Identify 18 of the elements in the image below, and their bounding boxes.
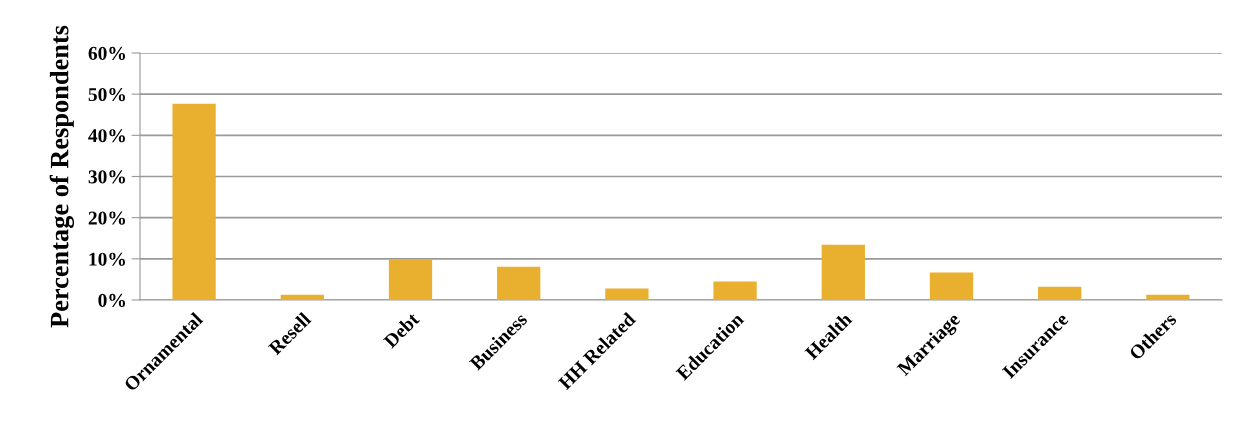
bar: [821, 244, 865, 300]
y-tick-label: 40%: [88, 129, 125, 143]
y-axis-title: Percentage of Respondents: [49, 25, 75, 328]
bar: [388, 259, 433, 300]
y-tick-label: 30%: [88, 170, 125, 184]
bar: [280, 294, 324, 300]
y-tick-label: 60%: [88, 46, 125, 60]
bar: [1038, 286, 1082, 300]
bar: [497, 266, 541, 300]
bar: [1146, 294, 1190, 300]
bar: [605, 288, 649, 300]
y-tick-label: 50%: [88, 87, 125, 102]
bar: [172, 103, 216, 300]
y-tick-label: 20%: [88, 211, 125, 225]
y-tick-label: 0%: [98, 293, 125, 307]
y-tick-label: 10%: [89, 252, 125, 266]
bar: [929, 272, 974, 300]
bar: [713, 281, 757, 300]
